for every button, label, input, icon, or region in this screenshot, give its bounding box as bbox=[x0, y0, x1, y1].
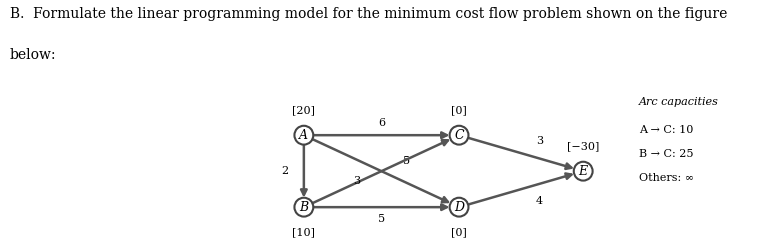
Text: below:: below: bbox=[10, 48, 56, 62]
Text: 5: 5 bbox=[403, 156, 410, 166]
Text: [0]: [0] bbox=[451, 227, 467, 237]
Text: E: E bbox=[578, 165, 587, 178]
Text: A → C: 10: A → C: 10 bbox=[639, 125, 693, 135]
Text: D: D bbox=[454, 201, 464, 214]
Ellipse shape bbox=[294, 198, 313, 217]
Text: 3: 3 bbox=[536, 136, 544, 146]
Text: [0]: [0] bbox=[451, 105, 467, 115]
Ellipse shape bbox=[450, 198, 469, 217]
Text: [20]: [20] bbox=[292, 105, 316, 115]
Text: Others: ∞: Others: ∞ bbox=[639, 173, 694, 183]
Text: 2: 2 bbox=[282, 166, 289, 176]
Text: 4: 4 bbox=[536, 196, 544, 206]
Text: [−30]: [−30] bbox=[567, 141, 600, 151]
Text: 3: 3 bbox=[353, 176, 360, 186]
Text: 5: 5 bbox=[378, 214, 385, 224]
Ellipse shape bbox=[574, 162, 593, 181]
Ellipse shape bbox=[450, 126, 469, 145]
Text: B.  Formulate the linear programming model for the minimum cost flow problem sho: B. Formulate the linear programming mode… bbox=[10, 7, 727, 21]
Ellipse shape bbox=[294, 126, 313, 145]
Text: C: C bbox=[454, 129, 464, 142]
Text: Arc capacities: Arc capacities bbox=[639, 98, 719, 108]
Text: A: A bbox=[299, 129, 308, 142]
Text: 6: 6 bbox=[378, 118, 385, 128]
Text: B → C: 25: B → C: 25 bbox=[639, 149, 693, 159]
Text: B: B bbox=[299, 201, 308, 214]
Text: [10]: [10] bbox=[292, 227, 316, 237]
